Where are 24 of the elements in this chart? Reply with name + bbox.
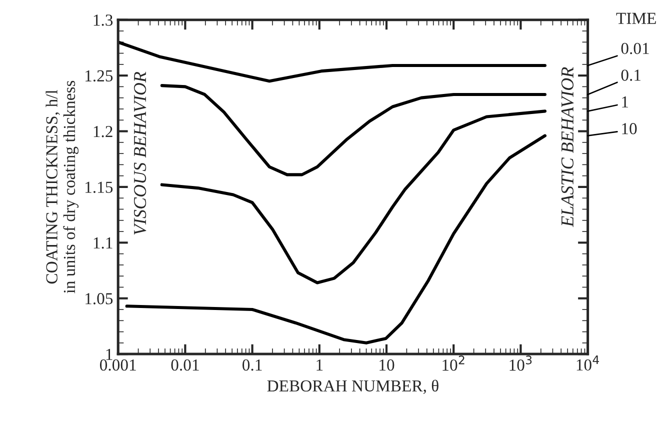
x-axis-title: DEBORAH NUMBER, θ (267, 380, 438, 394)
legend-title: TIME (616, 12, 656, 24)
x-tick-label: 10$^{2}$ (442, 356, 464, 371)
annotation: VISCOUS BEHAVIOR (134, 72, 146, 235)
y-tick-label: 1.2 (94, 126, 112, 138)
x-tick-label: 10$^{4}$ (576, 356, 599, 371)
legend-label: 1 (622, 96, 628, 108)
y-tick-label: 1.05 (86, 293, 113, 304)
text: 0.01 (621, 42, 649, 54)
x-tick-label: 0.1 (242, 359, 262, 371)
x-tick-label: 0.01 (171, 359, 199, 371)
y-tick-label: 1.15 (86, 182, 113, 193)
x-tick-label: 10 (380, 359, 394, 371)
x-tick-label: 1 (316, 359, 323, 370)
y-tick-label: 1.1 (94, 237, 112, 249)
x-tick-label: 0.001 (100, 359, 136, 371)
y-tick-label: 1.3 (94, 14, 113, 26)
legend-label: 10 (622, 123, 637, 134)
annotation: ELASTIC BEHAVIOR (561, 67, 574, 228)
x-tick-label: 10$^{3}$ (510, 356, 532, 371)
y-axis-title: COATING THICKNESS, h/l in units of dry coating thickness (46, 80, 79, 294)
text: 0.1 (621, 70, 641, 81)
y-tick-label: 1.25 (86, 70, 113, 82)
y-tick-label: 1 (106, 348, 112, 360)
